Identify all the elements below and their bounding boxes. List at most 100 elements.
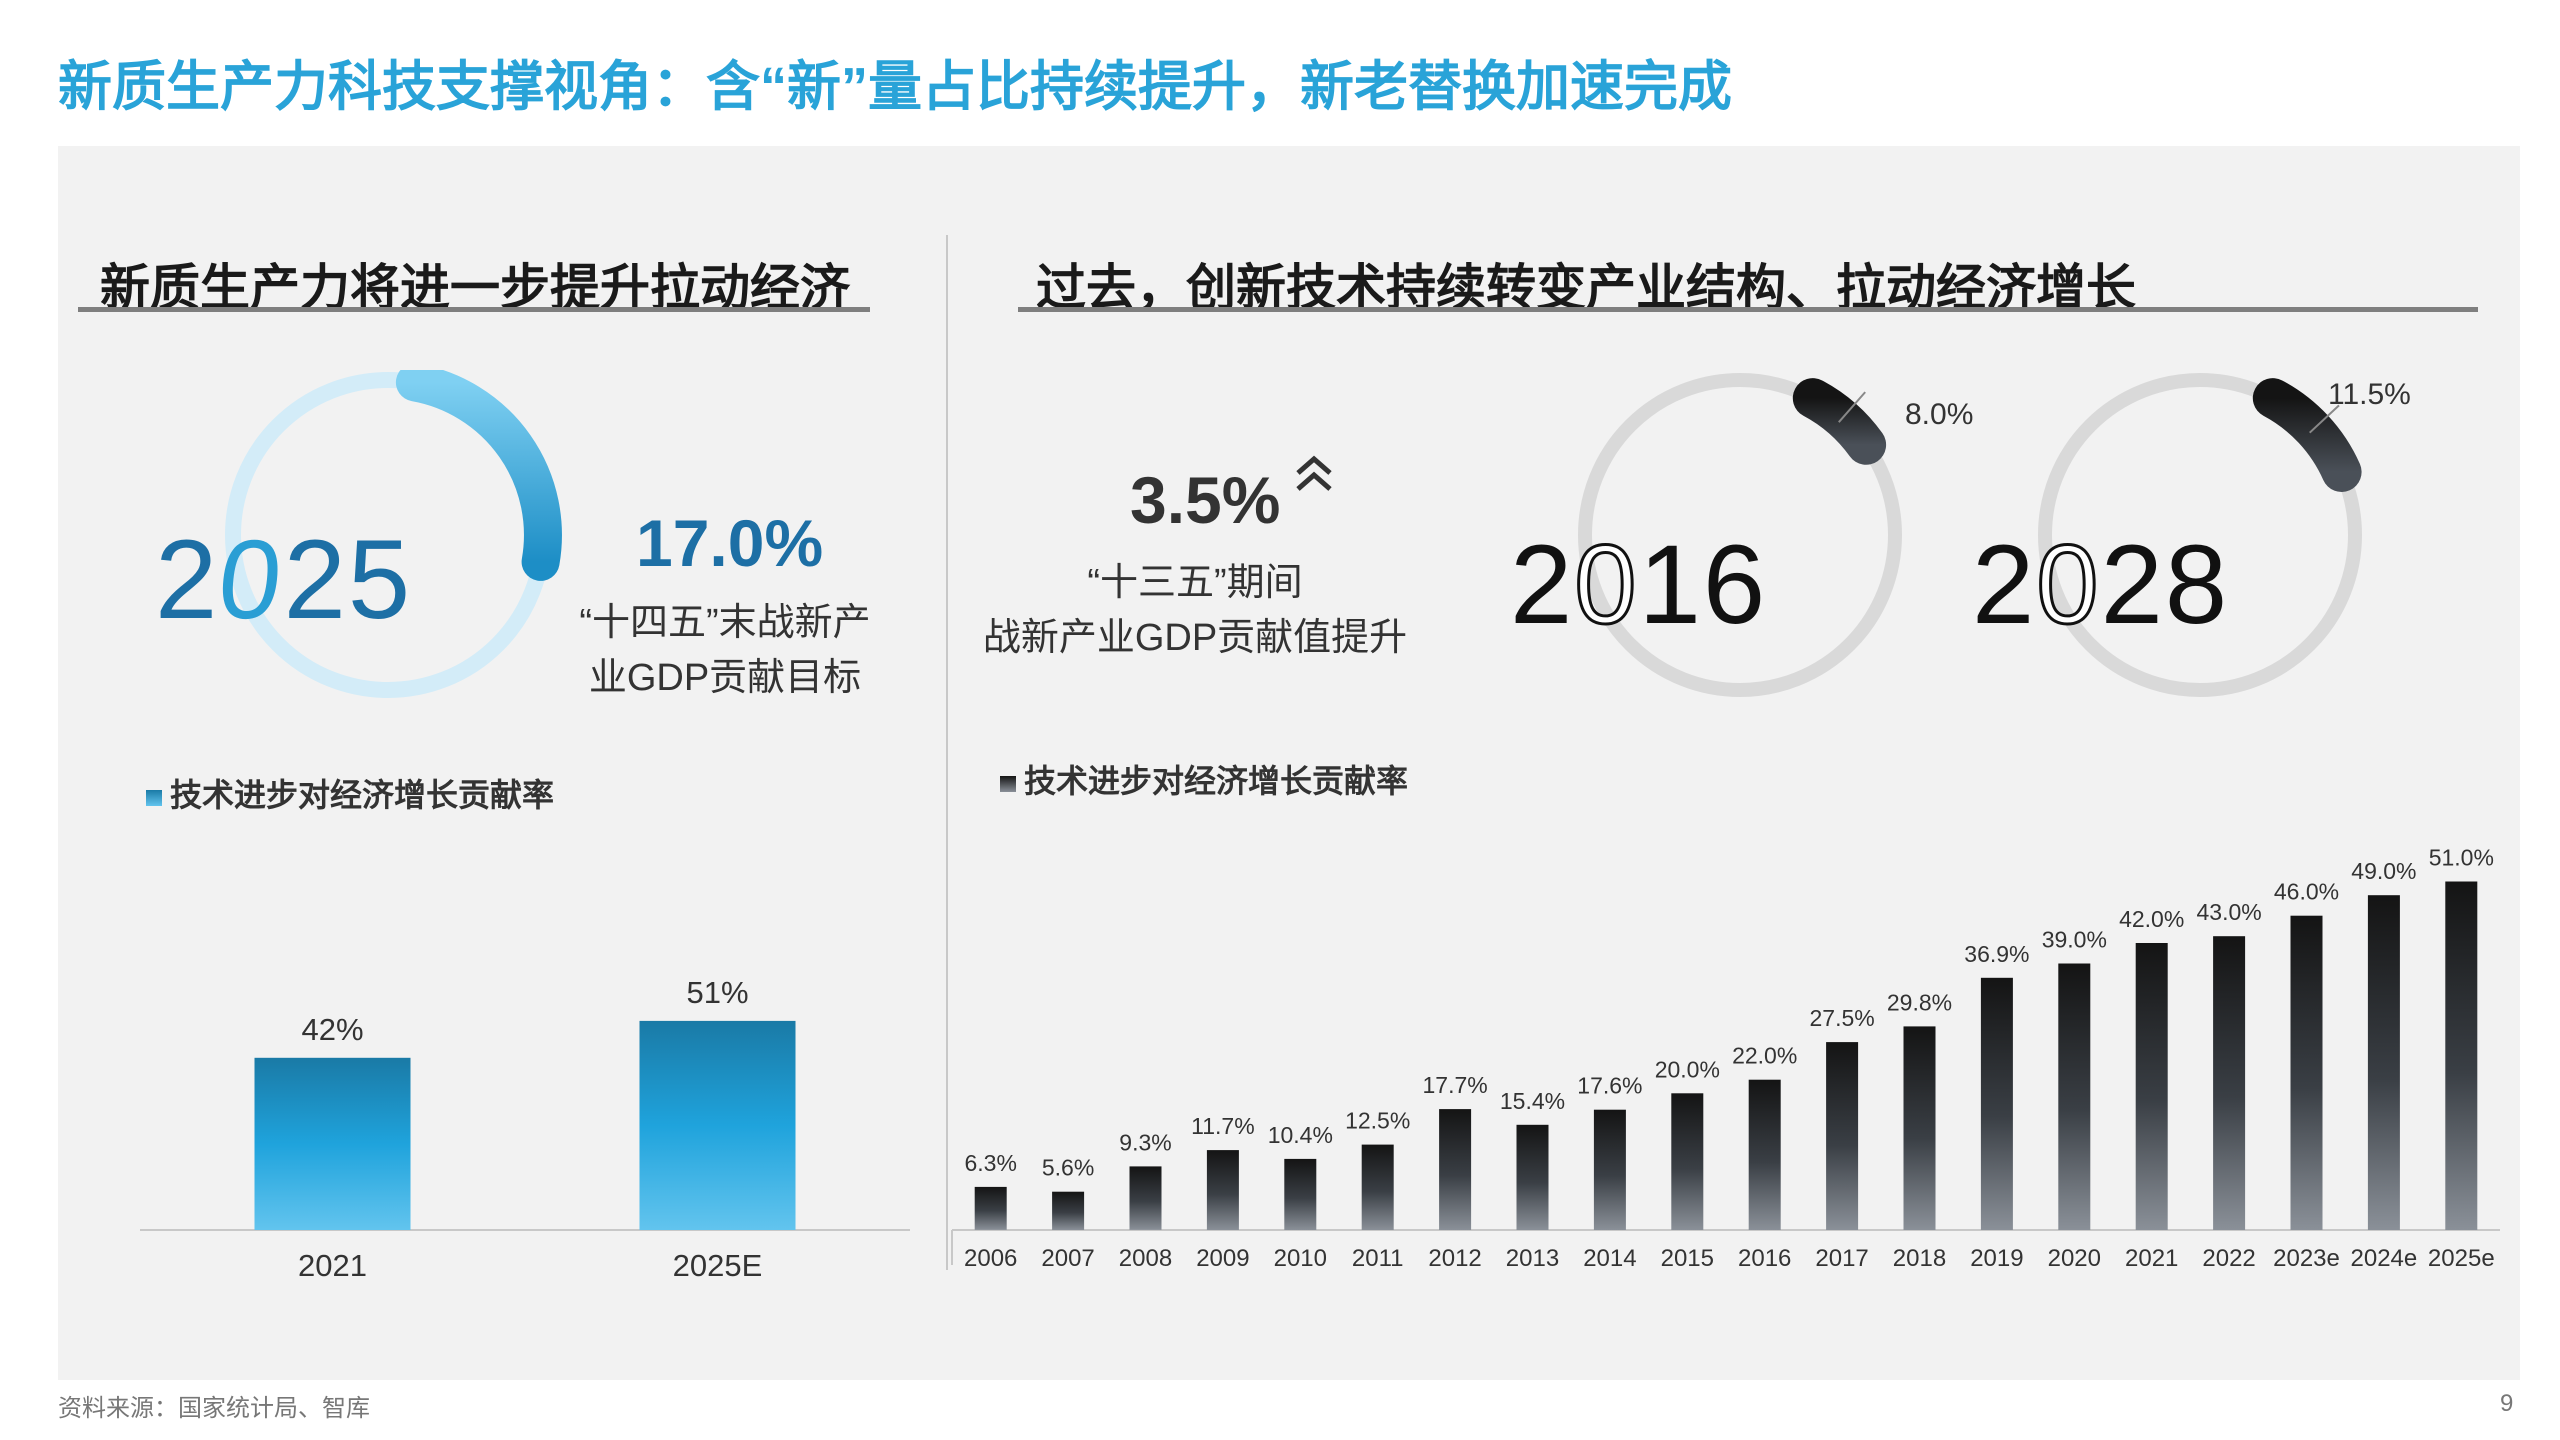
tick-label-2016: 2016 bbox=[1738, 1245, 1791, 1272]
year-2016-prefix: 2 bbox=[1510, 522, 1575, 647]
data-label-2012: 17.7% bbox=[1422, 1072, 1487, 1098]
tick-label-2025e: 2025e bbox=[2428, 1245, 2495, 1272]
tick-label-2011: 2011 bbox=[1352, 1245, 1404, 1272]
left-bar-chart: 42% 2021 51% 2025E bbox=[140, 975, 910, 1283]
left-stat-desc: “十四五”末战新产 业GDP贡献目标 bbox=[540, 596, 910, 706]
double-chevron-up-icon bbox=[1296, 455, 1332, 491]
left-legend-label: 技术进步对经济增长贡献率 bbox=[170, 777, 555, 813]
section-divider bbox=[946, 235, 948, 1270]
tick-label-2015: 2015 bbox=[1661, 1245, 1714, 1272]
year-2028-lcd: 0 bbox=[2035, 521, 2101, 649]
tick-label-2017: 2017 bbox=[1815, 1245, 1868, 1272]
gauge-2016 bbox=[1578, 373, 1902, 697]
left-stat-desc-line1: “十四五”末战新产 bbox=[579, 602, 871, 644]
year-lcd-digit: 0 bbox=[212, 517, 291, 642]
bar-2024e bbox=[2367, 895, 2400, 1230]
right-stat-value: 3.5% bbox=[1130, 463, 1281, 537]
year-2028-display: 2028 bbox=[1972, 520, 2229, 649]
left-gauge bbox=[225, 370, 562, 698]
tick-label-2025E: 2025E bbox=[673, 1248, 763, 1283]
tick-label-2013: 2013 bbox=[1506, 1245, 1559, 1272]
bar-2021 bbox=[254, 1057, 411, 1230]
tick-label-2021: 2021 bbox=[2125, 1245, 2178, 1272]
data-label-2021: 42.0% bbox=[2119, 906, 2184, 932]
bar-2012 bbox=[1439, 1109, 1472, 1230]
tick-label-2024e: 2024e bbox=[2351, 1245, 2418, 1272]
data-label-2014: 17.6% bbox=[1577, 1073, 1642, 1099]
right-legend-label: 技术进步对经济增长贡献率 bbox=[1024, 763, 1409, 799]
bar-2008 bbox=[1129, 1166, 1162, 1230]
data-label-2006: 6.3% bbox=[964, 1150, 1016, 1176]
data-label-2016: 22.0% bbox=[1732, 1043, 1797, 1069]
year-suffix: 25 bbox=[283, 517, 413, 642]
bar-2020 bbox=[2058, 963, 2091, 1230]
left-stat-desc-line2: 业GDP贡献目标 bbox=[588, 657, 862, 700]
bar-2007 bbox=[1052, 1191, 1085, 1230]
tick-label-2006: 2006 bbox=[964, 1245, 1017, 1272]
data-label-2017: 27.5% bbox=[1809, 1005, 1874, 1031]
right-bar-chart: 6.3% 2006 5.6% 2007 9.3% 2008 11.7% 2009 10.4% 20… bbox=[951, 845, 2500, 1272]
bar-2017 bbox=[1826, 1042, 1859, 1230]
data-label-2025E: 51% bbox=[686, 975, 748, 1010]
left-section-title: 新质生产力将进一步提升拉动经济 bbox=[100, 260, 850, 316]
gauge-2028 bbox=[2038, 373, 2362, 697]
right-legend: 技术进步对经济增长贡献率 bbox=[1000, 756, 1408, 802]
data-label-2015: 20.0% bbox=[1655, 1056, 1720, 1082]
tick-label-2023e: 2023e bbox=[2273, 1245, 2340, 1272]
bar-2011 bbox=[1361, 1144, 1394, 1230]
year-2016-lcd: 0 bbox=[1573, 521, 1639, 649]
right-stat-desc-line1: “十三五”期间 bbox=[1087, 562, 1303, 604]
tick-label-2008: 2008 bbox=[1119, 1245, 1172, 1272]
gauge-2028-leader bbox=[2309, 404, 2340, 434]
data-label-2021: 42% bbox=[301, 1012, 363, 1047]
data-label-2011: 12.5% bbox=[1345, 1108, 1410, 1134]
left-year-display: 2025 bbox=[155, 515, 412, 644]
bar-2014 bbox=[1593, 1109, 1626, 1230]
gauge-2016-label: 8.0% bbox=[1905, 398, 1974, 431]
page-title: 新质生产力科技支撑视角：含“新”量占比持续提升，新老替换加速完成 bbox=[58, 57, 1732, 117]
tick-label-2021: 2021 bbox=[298, 1248, 367, 1283]
left-legend: 技术进步对经济增长贡献率 bbox=[146, 770, 554, 816]
page-number: 9 bbox=[2500, 1390, 2514, 1417]
data-label-2020: 39.0% bbox=[2042, 927, 2107, 953]
tick-label-2019: 2019 bbox=[1970, 1245, 2023, 1272]
tick-label-2020: 2020 bbox=[2048, 1245, 2101, 1272]
tick-label-2012: 2012 bbox=[1428, 1245, 1481, 1272]
year-prefix: 2 bbox=[155, 517, 220, 642]
data-label-2024e: 49.0% bbox=[2351, 858, 2416, 884]
legend-swatch-blue bbox=[146, 789, 162, 806]
tick-label-2009: 2009 bbox=[1196, 1245, 1249, 1272]
data-label-2008: 9.3% bbox=[1119, 1129, 1171, 1155]
source-note: 资料来源：国家统计局、智库 bbox=[58, 1395, 370, 1422]
year-2016-rest: 16 bbox=[1638, 522, 1768, 647]
data-label-2018: 29.8% bbox=[1887, 989, 1952, 1015]
left-gauge-arc bbox=[395, 370, 562, 581]
bar-2023e bbox=[2290, 915, 2323, 1230]
gauge-2028-label: 11.5% bbox=[2328, 378, 2411, 411]
gauge-2028-track bbox=[2038, 373, 2362, 697]
bar-2010 bbox=[1284, 1158, 1317, 1230]
bar-2006 bbox=[974, 1186, 1007, 1230]
year-2028-prefix: 2 bbox=[1972, 522, 2037, 647]
data-label-2010: 10.4% bbox=[1268, 1122, 1333, 1148]
bar-2021 bbox=[2135, 943, 2168, 1230]
right-stat-desc-line2: 战新产业GDP贡献值提升 bbox=[982, 617, 1408, 660]
gauge-2016-leader bbox=[1838, 391, 1866, 423]
bar-2018 bbox=[1903, 1026, 1936, 1230]
tick-label-2010: 2010 bbox=[1274, 1245, 1327, 1272]
year-2028-rest: 28 bbox=[2100, 522, 2230, 647]
data-label-2007: 5.6% bbox=[1042, 1155, 1094, 1181]
bar-2015 bbox=[1671, 1093, 1704, 1230]
right-stat-desc: “十三五”期间 战新产业GDP贡献值提升 bbox=[960, 556, 1430, 666]
right-section-rule bbox=[1018, 307, 2478, 312]
left-stat-value: 17.0% bbox=[636, 506, 824, 580]
data-label-2009: 11.7% bbox=[1191, 1113, 1255, 1139]
tick-label-2007: 2007 bbox=[1041, 1245, 1094, 1272]
bar-2025e bbox=[2445, 881, 2478, 1230]
gauge-2016-track bbox=[1578, 373, 1902, 697]
tick-label-2014: 2014 bbox=[1583, 1245, 1636, 1272]
right-section-title: 过去，创新技术持续转变产业结构、拉动经济增长 bbox=[1036, 260, 2136, 316]
data-label-2013: 15.4% bbox=[1500, 1088, 1565, 1114]
data-label-2023e: 46.0% bbox=[2274, 879, 2339, 905]
data-label-2019: 36.9% bbox=[1964, 941, 2029, 967]
